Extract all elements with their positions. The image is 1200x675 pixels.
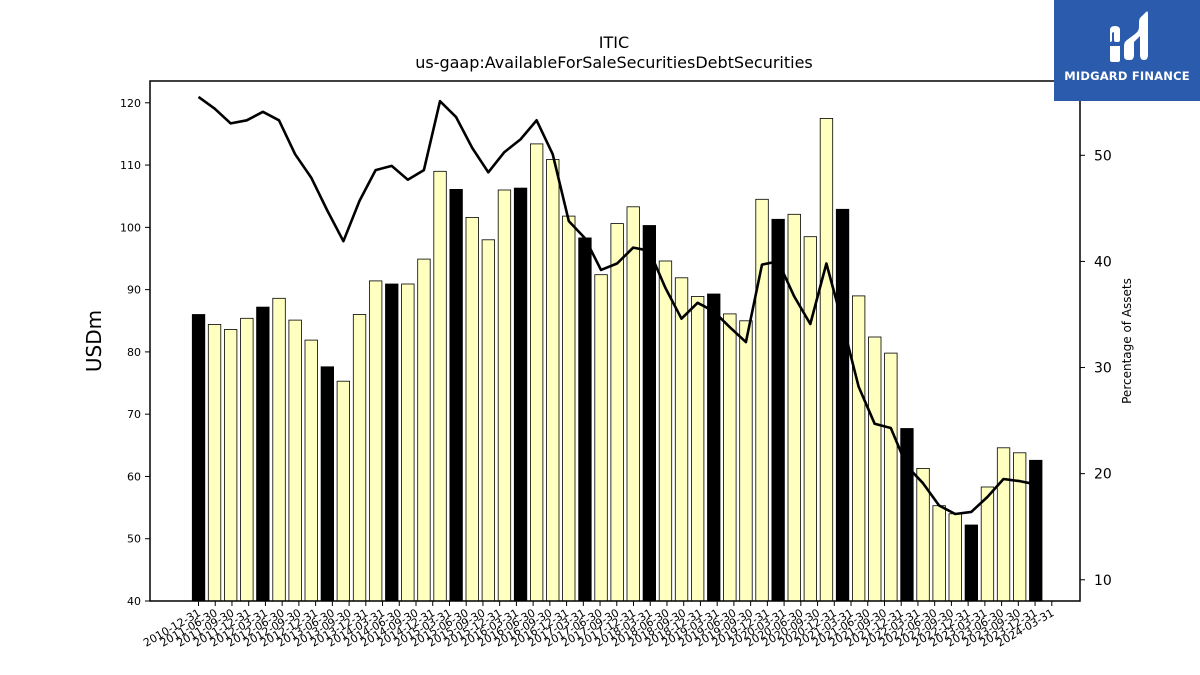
bar (852, 295, 866, 602)
bar (884, 352, 898, 602)
bar (803, 236, 817, 602)
bar (449, 188, 463, 602)
bar (256, 306, 270, 602)
logo-mark-icon (1110, 11, 1148, 62)
y-tick-label: 80 (127, 346, 141, 359)
y-axis-left-label: USDm (82, 310, 106, 372)
y-axis-right: 10 20 30 40 50 (1080, 148, 1112, 589)
line-series (197, 95, 1036, 516)
bar (191, 314, 206, 602)
bar (932, 505, 946, 602)
bar (996, 447, 1011, 602)
logo-wordmark: MIDGARD FINANCE (1064, 69, 1190, 83)
bar (320, 366, 335, 602)
y-tick-label: 90 (127, 284, 141, 297)
bar (658, 260, 673, 602)
y-tick-label: 110 (120, 159, 141, 172)
bar (723, 313, 737, 602)
bar (819, 118, 834, 602)
y-axis-left: 40 50 60 70 80 90 100 110 120 (120, 97, 150, 608)
y-axis-right-label: Percentage of Assets (1120, 278, 1134, 404)
y-right-tick-label: 50 (1094, 148, 1112, 164)
bar (964, 524, 978, 602)
chart-subtitle: us-gaap:AvailableForSaleSecuritiesDebtSe… (415, 53, 813, 72)
y-tick-label: 60 (127, 470, 141, 483)
y-tick-label: 40 (127, 595, 141, 608)
y-right-tick-label: 30 (1094, 361, 1112, 377)
bar (739, 320, 753, 602)
bar (465, 216, 479, 602)
bar (433, 170, 447, 602)
bar (594, 274, 608, 602)
bar (691, 296, 705, 602)
y-right-tick-label: 40 (1094, 254, 1112, 270)
bar (1029, 459, 1043, 602)
bar (352, 314, 367, 602)
brand-logo: MIDGARD FINANCE (1054, 0, 1200, 101)
bar (787, 213, 801, 602)
y-right-tick-label: 10 (1094, 573, 1112, 589)
bar (948, 513, 962, 602)
bar (336, 380, 351, 602)
bar (562, 215, 576, 602)
chart-title: ITIC (599, 33, 629, 52)
bar (240, 317, 254, 602)
bar (835, 208, 850, 602)
bar (272, 297, 286, 602)
bar (642, 225, 656, 602)
y-tick-label: 50 (127, 533, 141, 546)
bar (513, 187, 528, 602)
bar (288, 319, 302, 602)
bar (417, 258, 431, 602)
percentage-line (197, 95, 1036, 516)
bar (674, 277, 689, 602)
bar (385, 283, 399, 602)
bar (771, 218, 785, 602)
bar (223, 329, 238, 602)
bar (610, 223, 624, 602)
bar (546, 159, 560, 602)
bar (401, 283, 415, 602)
y-tick-label: 120 (120, 97, 141, 110)
bar (755, 198, 769, 602)
bar (368, 280, 383, 602)
y-tick-label: 70 (127, 408, 141, 421)
bar (304, 339, 318, 602)
bar (1013, 452, 1027, 602)
y-tick-label: 100 (120, 221, 141, 234)
bar (707, 293, 721, 602)
bar (481, 239, 496, 602)
bar-series (191, 118, 1043, 602)
x-axis: 2010-12-312011-06-302011-09-302011-12-31… (141, 601, 1056, 650)
bar (626, 206, 640, 602)
bar (497, 189, 512, 602)
bar (578, 237, 592, 602)
bar (207, 324, 222, 602)
bar (868, 336, 882, 602)
bar (530, 143, 544, 602)
plot-frame (149, 80, 1081, 602)
y-right-tick-label: 20 (1094, 467, 1112, 483)
bar (980, 486, 995, 602)
